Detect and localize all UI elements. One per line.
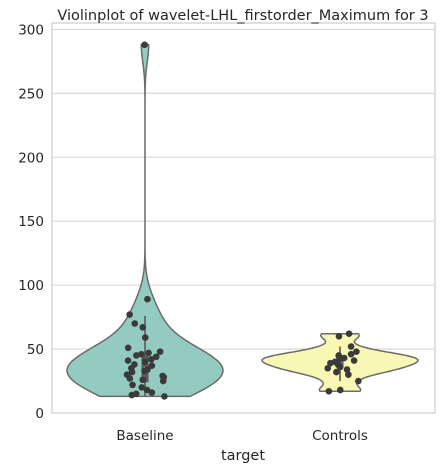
data-point [141,334,149,341]
data-point [345,330,353,338]
strip-points [123,41,362,400]
data-point [335,332,343,340]
data-point [324,364,332,372]
data-point [141,358,149,366]
data-point [355,377,362,385]
data-point [144,295,151,303]
data-point [343,366,351,373]
data-point [124,344,132,352]
data-point [336,386,344,394]
data-point [138,384,146,391]
x-axis-label: target [221,448,265,464]
data-point [126,311,133,318]
data-point [159,377,167,385]
data-point [141,41,148,49]
x-axis: Baseline Controls [116,428,368,444]
data-point [131,320,139,327]
data-point [128,368,136,376]
data-point [152,353,160,361]
data-point [124,357,132,364]
data-point [325,387,333,395]
y-tick-label: 300 [18,22,44,38]
data-point [139,376,147,384]
data-point [148,389,156,396]
data-point [143,386,151,394]
data-point [345,371,352,378]
y-axis: 0 50 100 150 200 250 300 [18,22,44,422]
data-point [148,362,156,369]
data-point [133,352,140,359]
data-point [336,363,344,371]
data-point [156,348,164,355]
data-point [161,393,168,400]
y-tick-label: 150 [18,214,44,230]
data-point [126,375,134,382]
y-tick-label: 250 [18,86,44,102]
data-point [353,348,360,355]
data-point [347,350,355,358]
data-point [141,367,148,375]
y-tick-label: 100 [18,278,44,294]
x-tick-label: Baseline [116,428,173,444]
data-point [138,350,145,358]
data-point [350,357,358,364]
data-point [327,359,334,367]
data-point [128,391,136,399]
data-point [139,324,147,331]
data-point [333,368,340,376]
data-point [129,381,136,389]
y-tick-label: 200 [18,150,44,166]
data-point [148,356,155,363]
y-tick-label: 0 [35,406,44,422]
data-point [347,343,355,350]
data-point [145,349,152,357]
y-tick-label: 50 [27,342,44,358]
chart-title: Violinplot of wavelet-LHL_firstorder_Max… [57,8,428,24]
x-tick-label: Controls [312,428,368,444]
